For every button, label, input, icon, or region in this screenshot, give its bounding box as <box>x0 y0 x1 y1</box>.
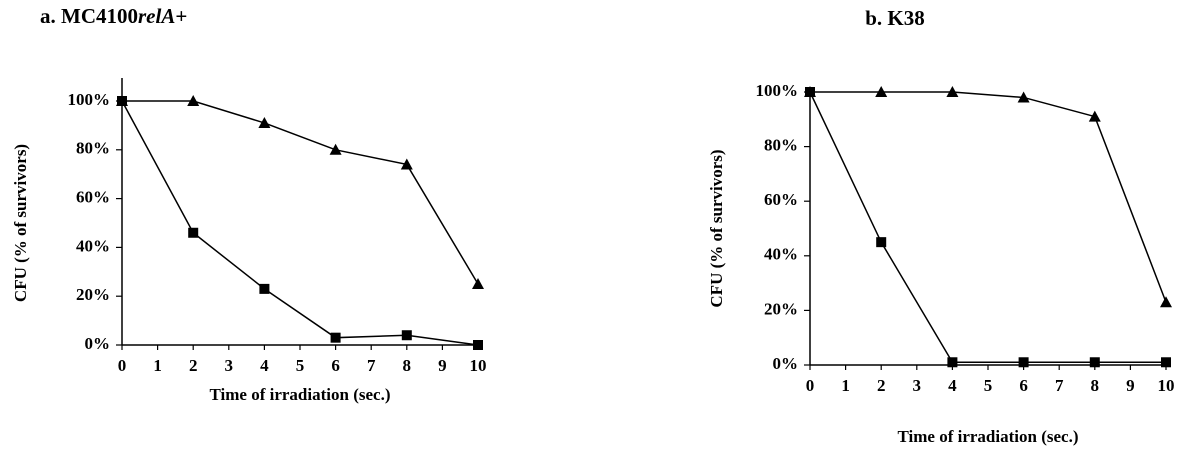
marker <box>472 278 484 289</box>
marker <box>330 332 341 343</box>
marker <box>329 143 342 155</box>
y-tick-label: 100% <box>756 81 799 100</box>
x-tick-label: 8 <box>1091 376 1100 395</box>
x-tick-label: 10 <box>470 356 487 375</box>
marker <box>876 237 887 248</box>
x-tick-label: 7 <box>1055 376 1064 395</box>
marker <box>473 340 483 350</box>
marker <box>1017 91 1030 103</box>
x-tick-label: 8 <box>403 356 412 375</box>
marker <box>1088 110 1101 122</box>
y-tick-label: 40% <box>76 236 110 255</box>
chart-title: a. MC4100relA+ <box>40 4 187 28</box>
x-tick-label: 3 <box>225 356 234 375</box>
x-tick-label: 4 <box>260 356 269 375</box>
marker <box>946 86 959 97</box>
marker <box>117 96 127 106</box>
series-line <box>121 100 479 346</box>
y-tick-label: 60% <box>764 190 798 209</box>
marker <box>400 158 413 170</box>
y-axis-label: CFU (% of survivors) <box>707 149 726 307</box>
marker <box>188 227 199 238</box>
y-tick-label: 0% <box>85 334 111 353</box>
series-line <box>809 91 1166 364</box>
y-axis-label: CFU (% of survivors) <box>11 144 30 302</box>
y-tick-label: 40% <box>764 245 798 264</box>
x-tick-label: 1 <box>841 376 850 395</box>
x-tick-label: 0 <box>806 376 815 395</box>
x-tick-label: 6 <box>1019 376 1028 395</box>
x-tick-label: 2 <box>189 356 198 375</box>
y-tick-label: 0% <box>773 354 799 373</box>
marker <box>1018 357 1029 368</box>
marker <box>187 95 200 106</box>
y-tick-label: 60% <box>76 188 110 207</box>
marker <box>1160 296 1172 308</box>
marker <box>401 330 412 341</box>
x-tick-label: 7 <box>367 356 376 375</box>
marker <box>258 116 271 128</box>
title-part: a. MC4100 <box>40 4 138 28</box>
y-tick-label: 100% <box>68 90 111 109</box>
x-tick-label: 9 <box>438 356 447 375</box>
title-part: + <box>175 4 187 28</box>
x-tick-label: 2 <box>877 376 886 395</box>
y-tick-label: 20% <box>764 299 798 318</box>
series-line <box>122 100 479 285</box>
marker <box>947 357 958 368</box>
x-tick-label: 0 <box>118 356 127 375</box>
x-axis-label: Time of irradiation (sec.) <box>210 385 391 404</box>
x-tick-label: 4 <box>948 376 957 395</box>
marker <box>805 87 815 97</box>
marker <box>1161 357 1171 368</box>
y-tick-label: 80% <box>764 136 798 155</box>
title-part: b. K38 <box>865 6 925 30</box>
x-tick-label: 1 <box>153 356 162 375</box>
x-tick-label: 6 <box>331 356 340 375</box>
y-tick-label: 20% <box>76 285 110 304</box>
marker <box>259 283 270 294</box>
marker <box>1089 357 1100 368</box>
marker <box>875 86 888 97</box>
x-tick-label: 3 <box>913 376 922 395</box>
series-line <box>810 91 1167 303</box>
x-axis-label: Time of irradiation (sec.) <box>898 427 1079 446</box>
x-tick-label: 5 <box>984 376 993 395</box>
x-tick-label: 10 <box>1158 376 1175 395</box>
y-tick-label: 80% <box>76 139 110 158</box>
title-part: relA <box>138 4 175 28</box>
x-tick-label: 9 <box>1126 376 1135 395</box>
chart-title: b. K38 <box>865 6 925 30</box>
x-tick-label: 5 <box>296 356 305 375</box>
